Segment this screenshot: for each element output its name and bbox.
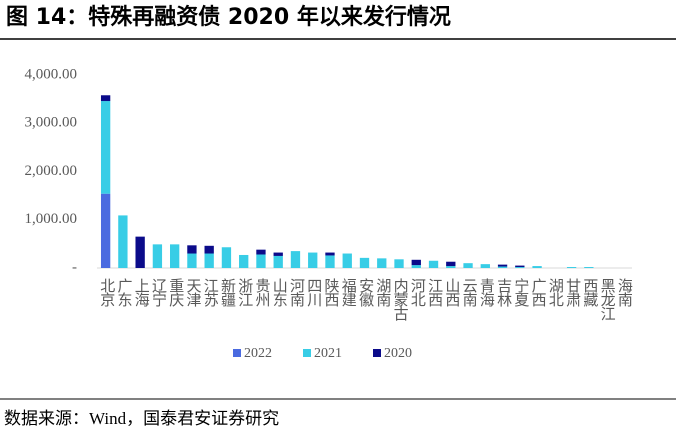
- bar-segment: [480, 264, 490, 268]
- x-tick-label: 海南: [616, 278, 633, 307]
- x-tick-label: 江西: [426, 278, 443, 307]
- chart-title: 图 14：特殊再融资债 2020 年以来发行情况: [6, 4, 451, 30]
- x-tick-label: 青海: [478, 278, 495, 307]
- bar-segment: [256, 249, 266, 255]
- bar-segment: [152, 244, 163, 268]
- bar-segment: [394, 259, 404, 268]
- bar-segment: [463, 263, 473, 268]
- bar-segment: [377, 258, 387, 268]
- bar-segment: [187, 253, 197, 268]
- x-tick-label: 重庆: [167, 278, 184, 307]
- bar-segment: [273, 252, 283, 256]
- bar-segment: [446, 266, 456, 268]
- x-tick-label: 上海: [133, 278, 150, 307]
- legend-label: 2021: [314, 346, 342, 361]
- x-tick-label: 江苏: [202, 278, 219, 308]
- bar-segment: [308, 252, 318, 268]
- x-tick-label: 辽宁: [150, 278, 167, 307]
- x-tick-label: 天津: [184, 278, 201, 307]
- bar-segment: [273, 255, 283, 268]
- source-note: 数据来源：Wind，国泰君安证券研究: [4, 409, 279, 428]
- bar-segment: [100, 101, 111, 194]
- bar-segment: [256, 254, 266, 268]
- bar-segment: [497, 264, 508, 267]
- legend-swatch: [303, 349, 311, 357]
- bar-segment: [135, 236, 145, 268]
- bar-segment: [170, 244, 180, 268]
- x-tick-label: 河北: [409, 278, 426, 307]
- bar-segment: [325, 252, 335, 256]
- x-tick-label: 福建: [340, 278, 357, 307]
- y-tick-label: 4,000.00: [25, 66, 78, 82]
- bar-segment: [446, 261, 456, 267]
- bar-segment: [204, 253, 214, 268]
- x-tick-label: 河南: [288, 278, 305, 307]
- bar-segment: [204, 245, 214, 254]
- bar-segment: [566, 267, 577, 268]
- bar-segment: [515, 265, 525, 268]
- y-tick-label: 3,000.00: [25, 115, 78, 131]
- x-tick-label: 甘肃: [564, 278, 581, 307]
- x-tick-label: 黑龙江: [599, 278, 616, 321]
- x-tick-label: 湖北: [547, 278, 564, 307]
- x-tick-label: 湖南: [374, 278, 391, 307]
- legend-label: 2020: [384, 346, 412, 361]
- x-tick-label: 西藏: [581, 278, 598, 308]
- bar-segment: [118, 215, 128, 268]
- x-tick-label: 广东: [115, 278, 132, 307]
- bar-segment: [411, 259, 421, 266]
- y-tick-label: 1,000.00: [25, 211, 78, 227]
- bar-segment: [239, 254, 249, 268]
- x-tick-label: 四川: [305, 278, 322, 307]
- x-tick-label: 内蒙古: [392, 278, 409, 321]
- x-tick-label: 山西: [443, 278, 460, 307]
- bar-segment: [359, 257, 370, 268]
- x-tick-label: 云南: [461, 278, 478, 307]
- bar-segment: [497, 266, 508, 268]
- x-tick-label: 安徽: [357, 278, 374, 307]
- bar-segment: [325, 255, 335, 268]
- bar-segment: [100, 193, 111, 268]
- x-tick-label: 宁夏: [512, 278, 529, 307]
- legend-label: 2022: [244, 346, 272, 361]
- x-tick-label: 新疆: [219, 278, 236, 307]
- bar-segment: [100, 95, 111, 102]
- bar-segment: [290, 251, 301, 268]
- bar-segment: [532, 266, 542, 268]
- x-tick-label: 浙江: [236, 278, 253, 307]
- x-tick-label: 吉林: [495, 278, 512, 307]
- bar-segment: [342, 253, 352, 268]
- bar-segment: [221, 247, 232, 268]
- legend-swatch: [233, 349, 241, 357]
- y-tick-label: 2,000.00: [25, 163, 78, 179]
- x-tick-label: 陕西: [323, 278, 340, 307]
- x-tick-label: 贵州: [254, 278, 271, 307]
- bar-segment: [411, 265, 421, 268]
- x-tick-label: 广西: [530, 278, 547, 307]
- y-tick-label: -: [72, 259, 77, 275]
- legend-swatch: [373, 349, 381, 357]
- bar-segment: [584, 267, 594, 268]
- bar-segment: [515, 267, 525, 268]
- x-tick-label: 山东: [271, 278, 287, 307]
- x-tick-label: 北京: [98, 278, 115, 308]
- bar-segment: [428, 260, 439, 268]
- bar-segment: [187, 245, 197, 254]
